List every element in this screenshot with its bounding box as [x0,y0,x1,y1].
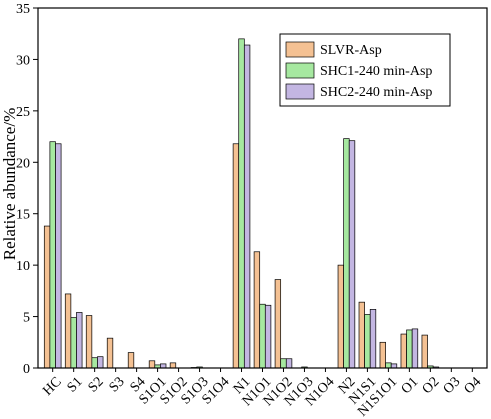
bar-s1-series-1 [64,293,72,369]
bar-hc-series-2 [49,141,56,369]
bar-n1s1o1-series-3 [390,363,398,369]
y-tick-label-10: 10 [16,259,30,274]
legend: SLVR-Asp SHC1-240 min-Asp SHC2-240 min-Asp [279,33,451,107]
bar-n1o2-series-2 [280,358,287,369]
bar-n1s1o1-series-1 [379,341,386,369]
x-tick-label-hc: HC [40,374,64,398]
bar-n1o2-series-3 [285,358,293,369]
bar-s2-series-2 [91,357,98,369]
x-tick-label-o3: O3 [441,374,464,397]
bar-o2-series-1 [421,334,428,369]
bar-o1-series-1 [400,333,407,369]
bar-n1-series-1 [232,143,240,369]
bar-s1o1-series-1 [148,360,156,369]
bar-o1-series-2 [406,329,413,369]
bar-n2-series-1 [337,264,344,369]
y-ticks: 0 5 10 15 20 25 30 35 [16,2,38,377]
x-tick-label-s1: S1 [65,374,86,395]
bar-s1-series-3 [76,312,83,369]
y-tick-label-0: 0 [23,362,30,377]
bar-s3-series-1 [106,337,114,369]
legend-swatch-3 [285,83,315,100]
bar-n1s1-series-3 [369,309,377,369]
bar-o1-series-3 [411,328,419,369]
legend-label-2: SHC1-240 min-Asp [320,64,432,79]
x-tick-label-o1: O1 [399,374,422,397]
y-tick-label-35: 35 [16,2,30,17]
y-tick-label-30: 30 [16,53,30,68]
bar-n1-series-3 [243,44,251,369]
bar-n1o1-series-1 [253,251,261,369]
bar-s2-series-1 [85,315,93,369]
x-tick-label-s3: S3 [107,374,128,395]
y-tick-label-15: 15 [16,208,30,223]
y-tick-label-5: 5 [23,311,30,326]
bar-hc-series-3 [55,143,62,369]
x-tick-label-o2: O2 [420,374,443,397]
bar-n2-series-3 [348,140,356,369]
bar-s4-series-1 [127,352,135,369]
bars [43,38,440,369]
x-ticks: HC S1 S2 S3 S4S1O1S1O2S1O3S1O4N1N1O1N1O2N1O3… [40,368,484,419]
bar-n1s1-series-2 [364,314,371,369]
bar-s1o2-series-1 [169,362,177,369]
bar-s1-series-2 [70,317,77,369]
bar-n1o2-series-1 [274,279,282,369]
bar-n1-series-2 [238,38,245,369]
x-tick-label-o4: O4 [462,374,485,397]
y-axis-title: Relative abundance/% [0,108,19,260]
bar-n1o1-series-3 [264,304,272,369]
legend-swatch-1 [285,41,315,58]
x-tick-label-s2: S2 [86,374,107,395]
legend-swatch-2 [285,62,315,79]
legend-label-3: SHC2-240 min-Asp [320,85,432,100]
bar-hc-series-1 [43,225,51,369]
bar-s2-series-3 [97,356,104,369]
y-tick-label-20: 20 [16,156,30,171]
bar-s1o1-series-3 [160,363,167,369]
legend-label-1: SLVR-Asp [320,43,382,58]
bar-n2-series-2 [343,138,350,369]
y-tick-label-25: 25 [16,105,30,120]
bar-n1s1-series-1 [358,301,365,369]
bar-n1s1o1-series-2 [385,362,392,369]
bar-n1o1-series-2 [259,303,266,369]
